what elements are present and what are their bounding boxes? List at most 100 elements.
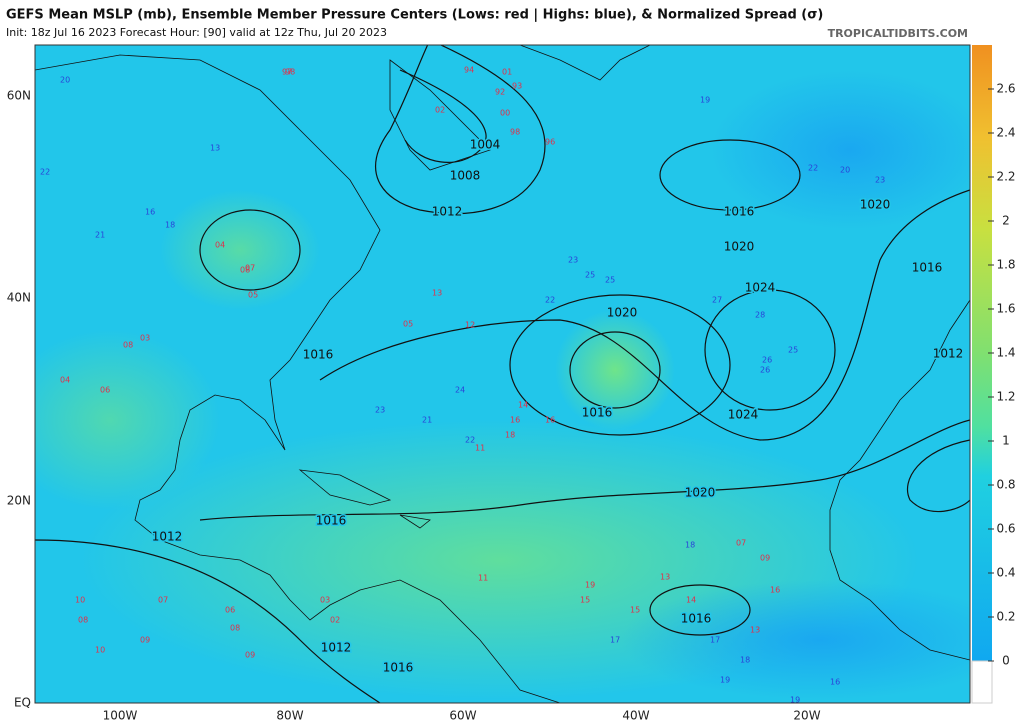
colorbar-label: 1.2: [996, 390, 1015, 404]
colorbar-label: 0.4: [996, 566, 1015, 580]
low-center: 00: [500, 109, 510, 118]
lat-label: 40N: [7, 291, 31, 305]
spread-area: [160, 190, 320, 310]
lat-label: 20N: [7, 494, 31, 508]
isobar: [319, 189, 970, 441]
high-center: 23: [375, 406, 385, 415]
low-center: 06: [225, 606, 235, 615]
high-center: 21: [95, 231, 105, 240]
lon-label: 60W: [449, 709, 476, 723]
high-center: 13: [210, 144, 220, 153]
high-center: 23: [875, 176, 885, 185]
isobar: [649, 584, 751, 636]
low-center: 11: [475, 444, 485, 453]
map-frame: [34, 44, 971, 704]
colorbar-label: 2: [1002, 214, 1010, 228]
low-center: 12: [465, 321, 475, 330]
low-center: 98: [285, 68, 295, 77]
low-center: 04: [60, 376, 70, 385]
colorbar-label: 0: [1002, 654, 1010, 668]
low-center: 16: [770, 586, 780, 595]
isobar: [199, 419, 970, 521]
low-center: 11: [478, 574, 488, 583]
low-center: 05: [248, 291, 258, 300]
low-center: 08: [78, 616, 88, 625]
low-center: 10: [75, 596, 85, 605]
low-center: 13: [660, 573, 670, 582]
low-center: 97: [282, 68, 292, 77]
isobar: [374, 45, 546, 215]
colorbar-label: 1: [1002, 434, 1010, 448]
coastline: [829, 299, 970, 661]
low-center: 09: [140, 636, 150, 645]
low-center: 18: [505, 431, 515, 440]
colorbar-label: 0.8: [996, 478, 1015, 492]
subtitle: Init: 18z Jul 16 2023 Forecast Hour: [90…: [6, 26, 387, 39]
isobar: [199, 209, 301, 291]
low-center: 09: [760, 554, 770, 563]
high-center: 25: [788, 346, 798, 355]
isobar-label: 1020: [860, 198, 891, 212]
low-center: 13: [750, 626, 760, 635]
colorbar-label: 2.4: [996, 126, 1015, 140]
high-center: 19: [720, 676, 730, 685]
low-center: 02: [330, 616, 340, 625]
isobar-label: 1016: [582, 406, 613, 420]
low-center: 98: [510, 128, 520, 137]
low-center: 05: [403, 320, 413, 329]
lon-label: 100W: [103, 709, 138, 723]
high-center: 19: [790, 696, 800, 705]
isobar-label: 1004: [470, 138, 501, 152]
high-center: 18: [685, 541, 695, 550]
high-center: 17: [610, 636, 620, 645]
coastline: [35, 54, 561, 703]
colorbar-label: 0.6: [996, 522, 1015, 536]
isobar-label: 1008: [450, 169, 481, 183]
isobar: [399, 69, 487, 163]
low-center: 09: [245, 651, 255, 660]
spread-area: [710, 70, 970, 230]
high-center: 20: [60, 76, 70, 85]
isobar: [906, 439, 970, 513]
low-center: 08: [123, 341, 133, 350]
low-center: 14: [686, 596, 696, 605]
spread-area: [555, 310, 675, 430]
low-center: 06: [100, 386, 110, 395]
spread-area: [35, 330, 220, 510]
isobar-label: 1016: [303, 348, 334, 362]
isobar: [704, 289, 836, 411]
low-center: 92: [495, 88, 505, 97]
low-center: 14: [518, 401, 528, 410]
lat-label: EQ: [14, 696, 31, 710]
isobar: [509, 294, 731, 436]
colorbar-label: 1.6: [996, 302, 1015, 316]
low-center: 03: [140, 334, 150, 343]
high-center: 20: [840, 166, 850, 175]
low-center: 16: [510, 416, 520, 425]
low-center: 10: [95, 646, 105, 655]
colorbar-label: 2.6: [996, 82, 1015, 96]
lat-label: 60N: [7, 89, 31, 103]
isobar-label: 1016: [724, 205, 755, 219]
low-center: 13: [432, 289, 442, 298]
high-center: 27: [712, 296, 722, 305]
low-center: 93: [512, 82, 522, 91]
high-center: 16: [145, 208, 155, 217]
low-center: 02: [435, 106, 445, 115]
low-center: 94: [464, 66, 474, 75]
low-center: 08: [230, 624, 240, 633]
low-center: 15: [580, 596, 590, 605]
high-center: 24: [455, 386, 465, 395]
isobar-label: 1016: [912, 261, 943, 275]
high-center: 25: [605, 276, 615, 285]
high-center: 22: [545, 296, 555, 305]
low-center: 96: [545, 138, 555, 147]
high-center: 17: [710, 636, 720, 645]
low-center: 04: [215, 241, 225, 250]
lon-label: 40W: [622, 709, 649, 723]
high-center: 18: [165, 221, 175, 230]
isobar: [569, 331, 661, 409]
high-center: 22: [40, 168, 50, 177]
high-center: 22: [808, 164, 818, 173]
